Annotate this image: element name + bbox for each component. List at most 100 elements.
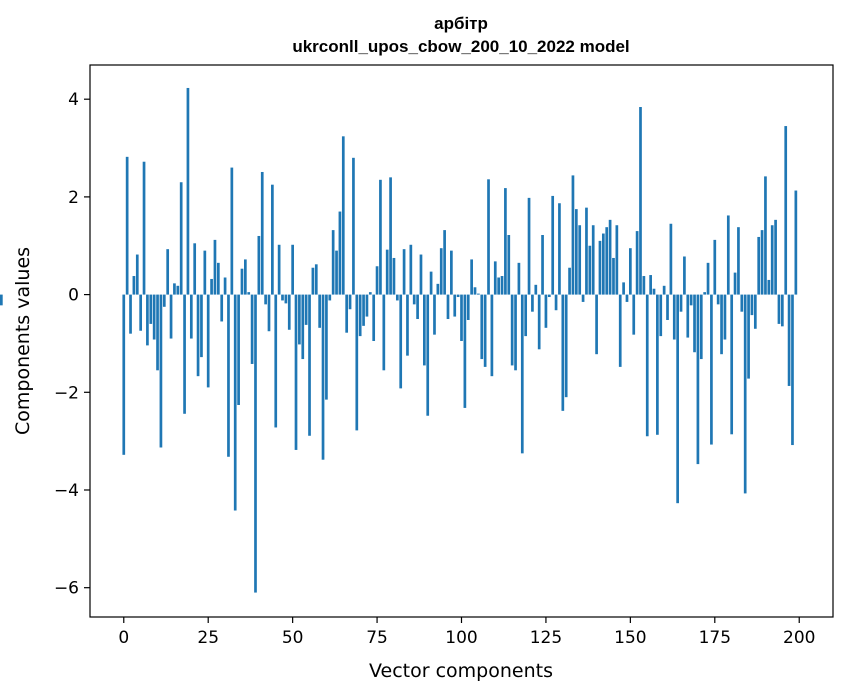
bar bbox=[450, 250, 453, 295]
bar bbox=[466, 294, 470, 320]
x-axis: 0 25 50 75 100 125 150 175 200 bbox=[118, 617, 815, 648]
plot-frame bbox=[89, 64, 834, 618]
bar bbox=[770, 225, 774, 295]
bar bbox=[233, 294, 237, 511]
bar bbox=[527, 197, 531, 295]
bar bbox=[379, 179, 382, 295]
bar bbox=[125, 156, 129, 295]
bar bbox=[146, 294, 149, 346]
bar bbox=[612, 257, 615, 295]
bar bbox=[696, 294, 700, 465]
bar bbox=[764, 176, 767, 295]
bar bbox=[135, 254, 139, 295]
bar bbox=[666, 294, 669, 320]
x-tick-label: 150 bbox=[614, 628, 646, 648]
bar bbox=[402, 249, 406, 295]
bar bbox=[558, 203, 561, 295]
bar bbox=[477, 293, 480, 295]
bar bbox=[537, 294, 541, 350]
bar bbox=[760, 230, 764, 295]
bar bbox=[601, 233, 605, 295]
bar bbox=[284, 294, 288, 304]
x-tick-label: 125 bbox=[530, 628, 562, 648]
bar bbox=[132, 276, 136, 295]
bar bbox=[497, 277, 500, 295]
bar bbox=[618, 294, 622, 367]
bar bbox=[504, 188, 507, 295]
bar bbox=[287, 294, 291, 330]
bar bbox=[409, 244, 413, 295]
bar bbox=[500, 276, 504, 295]
bar bbox=[551, 195, 555, 295]
bar bbox=[605, 227, 609, 295]
bar bbox=[244, 259, 247, 295]
bar bbox=[520, 294, 524, 454]
bar bbox=[325, 294, 328, 400]
bar bbox=[341, 136, 345, 295]
bar bbox=[230, 167, 234, 295]
bar bbox=[311, 267, 315, 295]
bar bbox=[777, 294, 781, 324]
x-tick-label: 175 bbox=[699, 628, 731, 648]
bar bbox=[639, 107, 642, 295]
bar bbox=[352, 157, 355, 295]
bar bbox=[747, 294, 750, 379]
bar bbox=[365, 294, 369, 317]
bar bbox=[517, 262, 521, 295]
bar bbox=[294, 294, 298, 450]
bar bbox=[757, 236, 761, 295]
bar bbox=[710, 294, 713, 445]
bar bbox=[750, 294, 754, 316]
bar bbox=[625, 294, 629, 302]
y-tick-label: 4 bbox=[68, 90, 79, 110]
bar bbox=[203, 250, 207, 295]
bar bbox=[216, 262, 220, 295]
bar bbox=[642, 276, 646, 295]
bar bbox=[568, 267, 571, 295]
bar bbox=[189, 294, 193, 339]
bar bbox=[456, 294, 460, 298]
bar bbox=[672, 294, 676, 340]
bar bbox=[183, 294, 186, 414]
bar bbox=[156, 294, 159, 371]
bar bbox=[720, 294, 723, 355]
bar bbox=[460, 294, 463, 341]
y-tick-label: −2 bbox=[54, 383, 79, 403]
bar bbox=[159, 294, 163, 448]
bar bbox=[429, 271, 433, 295]
bar bbox=[250, 294, 254, 364]
y-axis: −6 −4 −2 0 2 4 bbox=[54, 90, 90, 599]
bar bbox=[301, 294, 305, 360]
bar bbox=[122, 294, 126, 455]
bar bbox=[152, 294, 156, 340]
bar bbox=[372, 294, 376, 341]
bar bbox=[676, 294, 679, 504]
bar bbox=[591, 225, 595, 295]
bar bbox=[308, 294, 311, 436]
bar bbox=[656, 294, 659, 435]
bar bbox=[368, 292, 372, 295]
bar bbox=[598, 240, 602, 295]
bar bbox=[564, 294, 568, 398]
bar bbox=[267, 294, 271, 332]
bar bbox=[487, 179, 490, 295]
bar bbox=[362, 294, 365, 326]
bar bbox=[622, 282, 625, 295]
bar bbox=[254, 294, 257, 593]
bar bbox=[541, 235, 544, 295]
bar bbox=[531, 294, 534, 312]
bar bbox=[193, 243, 197, 295]
y-tick-label: 0 bbox=[68, 286, 79, 306]
bar bbox=[574, 209, 578, 295]
bar bbox=[0, 294, 3, 306]
bar bbox=[358, 294, 362, 337]
bar bbox=[149, 294, 153, 324]
bar bbox=[395, 294, 399, 301]
bar bbox=[260, 171, 264, 295]
bar bbox=[608, 219, 612, 295]
bar bbox=[784, 126, 788, 295]
bar bbox=[686, 294, 690, 338]
bar bbox=[166, 249, 170, 295]
bar bbox=[635, 231, 639, 295]
bar bbox=[683, 256, 686, 295]
